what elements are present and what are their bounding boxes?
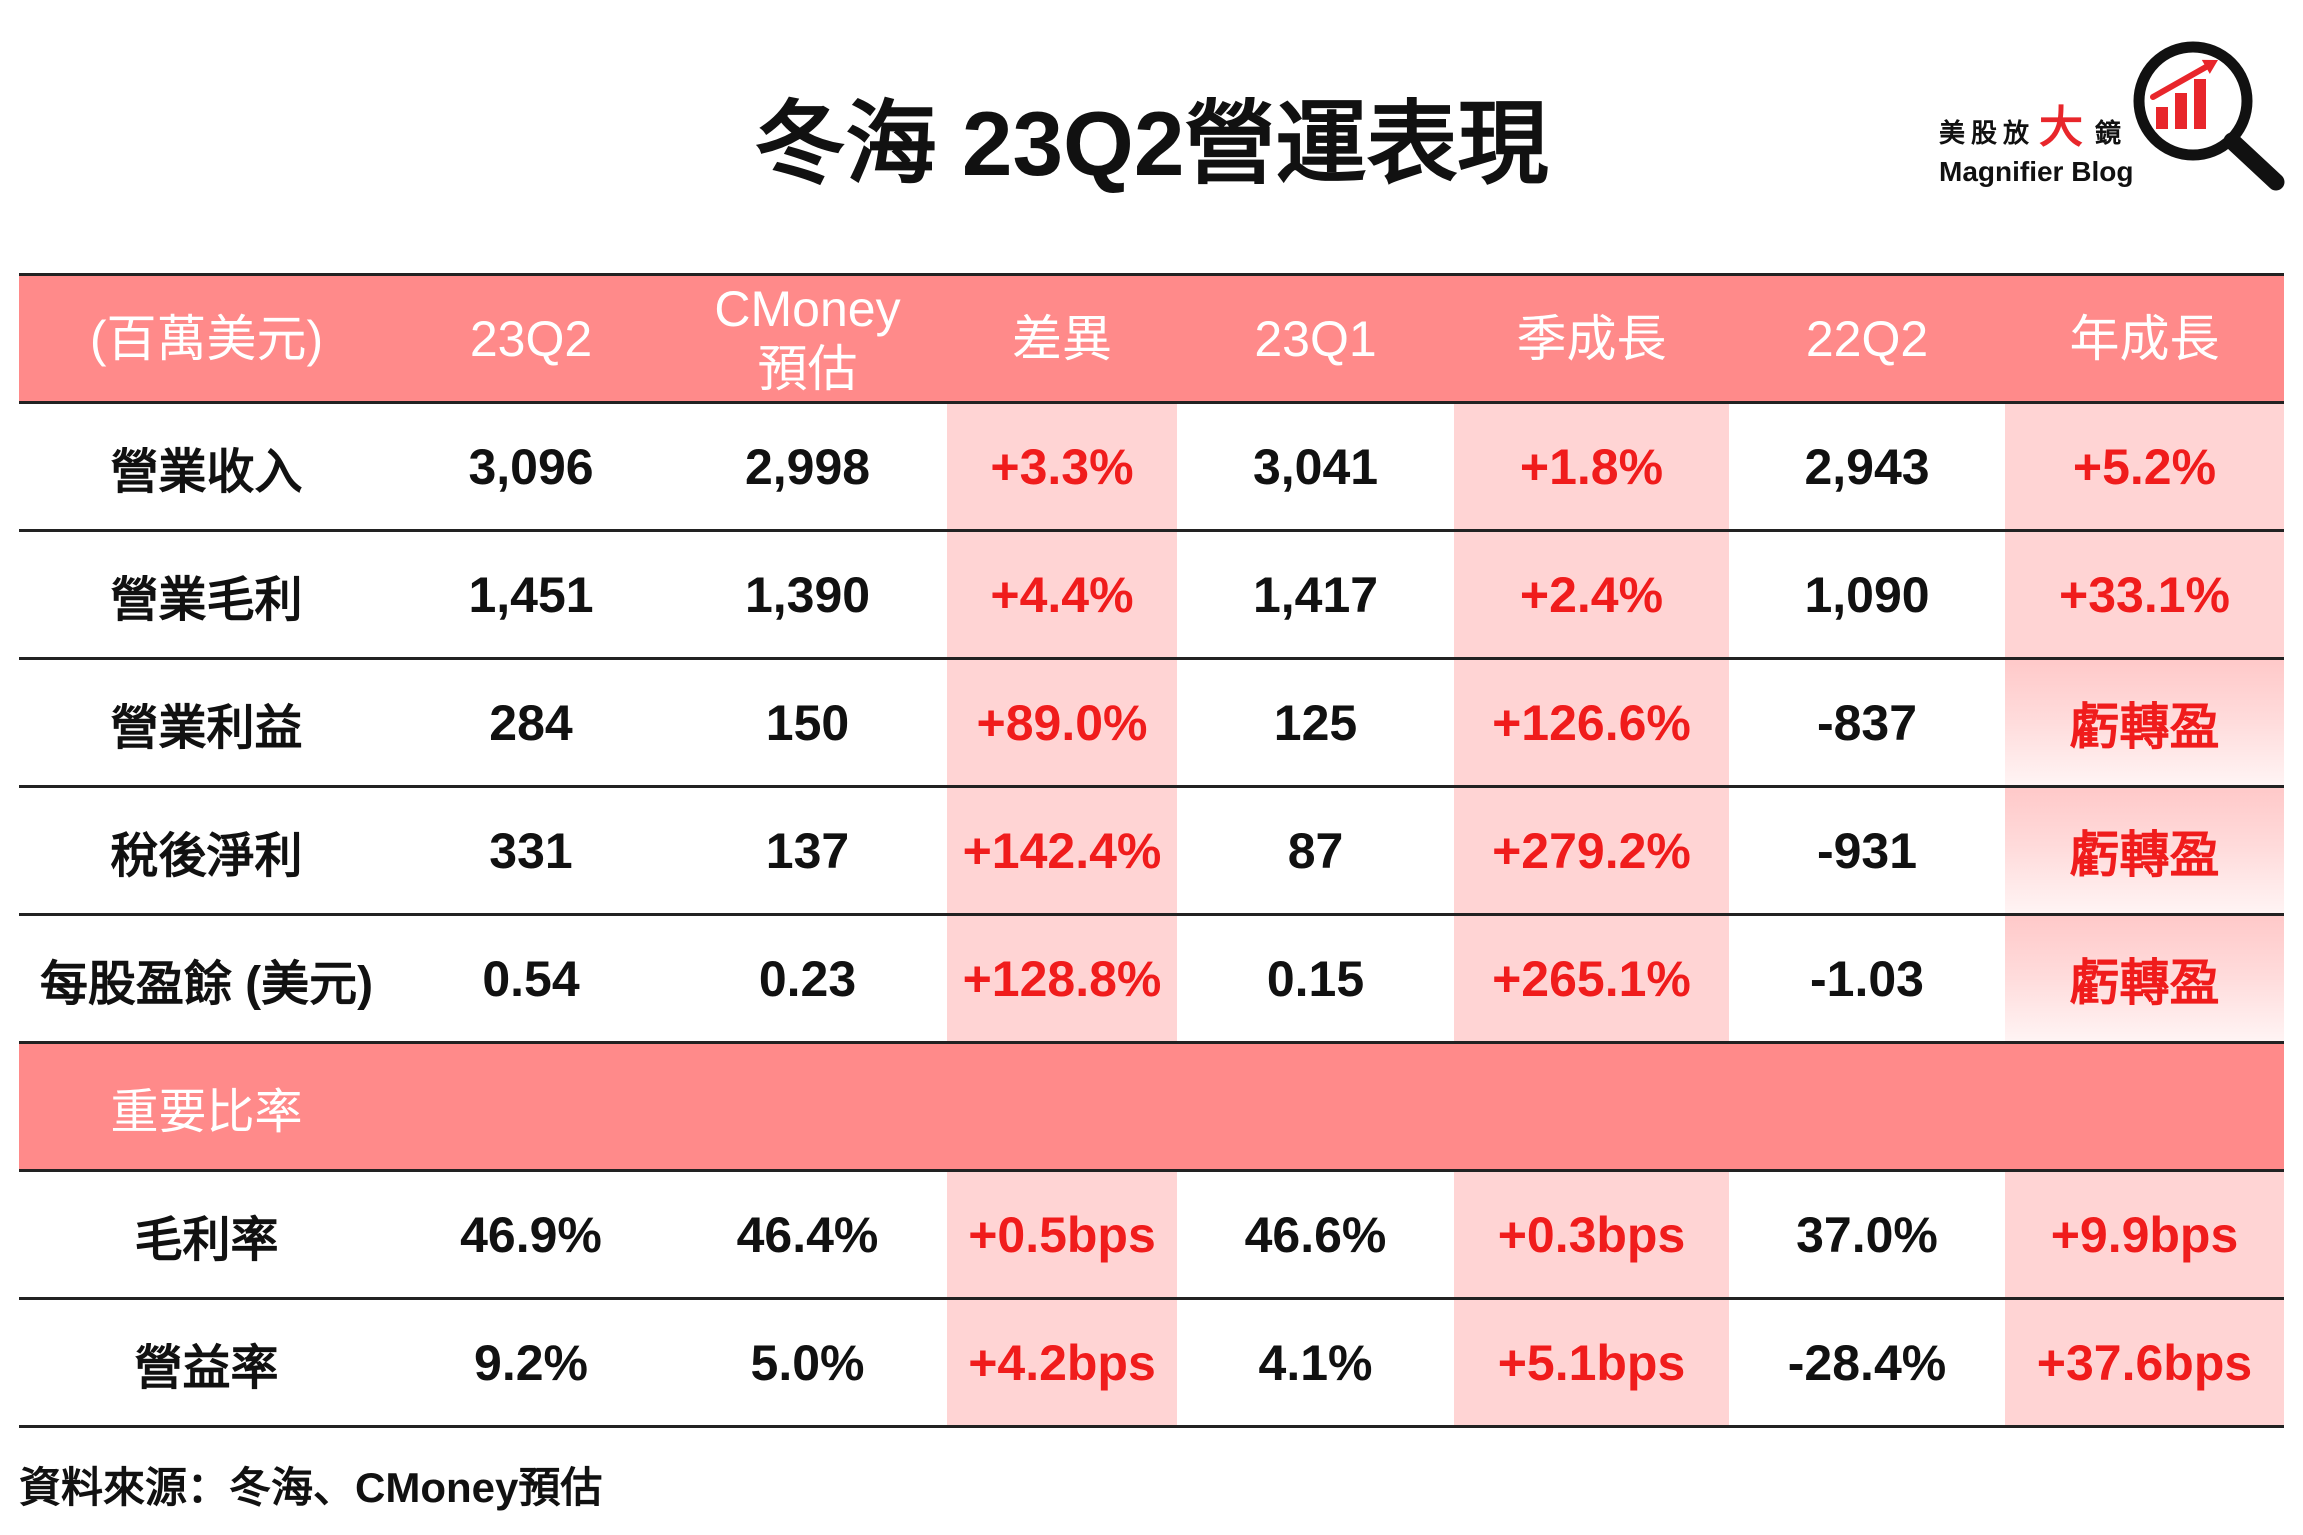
cell-diff-vs-estimate: +89.0% [947, 660, 1177, 785]
table-row: 營業收入 3,096 2,998 +3.3% 3,041 +1.8% 2,943 +5.2% [19, 401, 2284, 529]
cell-yoy-growth: +33.1% [2005, 532, 2284, 657]
cell-23q2: 284 [489, 694, 573, 751]
trend-arrow-head [2201, 59, 2218, 74]
row-label: 營業毛利 [110, 573, 303, 627]
cell-qoq-growth: +1.8% [1454, 404, 1729, 529]
cell-22q2: -28.4% [1787, 1334, 1947, 1391]
table-row: 毛利率 46.9% 46.4% +0.5bps 46.6% +0.3bps 37.0% +9.… [19, 1169, 2284, 1297]
section-label: 重要比率 [110, 1085, 303, 1139]
header-yoy-growth: 年成長 [2069, 310, 2220, 367]
cell-qoq-growth: +126.6% [1454, 660, 1729, 785]
cell-diff-vs-estimate: +142.4% [947, 788, 1177, 913]
table-row: 稅後淨利 331 137 +142.4% 87 +279.2% -931 虧轉盈 [19, 785, 2284, 913]
chart-bar-short [2156, 107, 2168, 129]
header-qoq-growth: 季成長 [1516, 310, 1667, 367]
cell-23q2: 3,096 [468, 438, 594, 495]
header-23q2: 23Q2 [469, 310, 593, 367]
cell-22q2: 2,943 [1804, 438, 1930, 495]
cell-qoq-growth: +2.4% [1454, 532, 1729, 657]
table-row: 營業毛利 1,451 1,390 +4.4% 1,417 +2.4% 1,090 +33.1% [19, 529, 2284, 657]
cell-cmoney-estimate: 137 [765, 822, 850, 879]
cell-23q2: 0.54 [482, 950, 580, 1007]
brand-logo-text: 美股放 大 鏡 [1939, 104, 2127, 160]
cell-yoy-growth: +37.6bps [2005, 1300, 2284, 1425]
row-label: 營業利益 [110, 701, 303, 755]
cell-diff-vs-estimate: +0.5bps [947, 1172, 1177, 1297]
cell-23q1: 4.1% [1258, 1334, 1373, 1391]
header-23q1: 23Q1 [1254, 310, 1377, 367]
table-row: 營益率 9.2% 5.0% +4.2bps 4.1% +5.1bps -28.4% +37.6… [19, 1297, 2284, 1428]
cell-cmoney-estimate: 1,390 [744, 566, 871, 623]
cell-23q2: 331 [489, 822, 573, 879]
cell-diff-vs-estimate: +128.8% [947, 916, 1177, 1041]
magnifier-chart-icon [2133, 41, 2285, 191]
row-label: 稅後淨利 [110, 829, 303, 883]
cell-diff-vs-estimate: +4.4% [947, 532, 1177, 657]
brand-name-highlight: 大 [2039, 103, 2084, 152]
cell-23q1: 46.6% [1244, 1206, 1387, 1263]
cell-cmoney-estimate: 2,998 [744, 438, 871, 495]
cell-qoq-growth: +265.1% [1454, 916, 1729, 1041]
table-header-row: (百萬美元) 23Q2 CMoney 預估 差異 23Q1 季成長 22Q2 年成長 [19, 273, 2284, 401]
cell-23q2: 46.9% [460, 1206, 602, 1263]
cell-22q2: 1,090 [1804, 566, 1930, 623]
chart-bar-tall [2194, 79, 2206, 129]
section-header-row: 重要比率 [19, 1041, 2284, 1169]
cell-cmoney-estimate: 5.0% [750, 1334, 865, 1391]
cell-diff-vs-estimate: +4.2bps [947, 1300, 1177, 1425]
cell-cmoney-estimate: 150 [765, 694, 850, 751]
cell-yoy-growth: 虧轉盈 [2005, 916, 2284, 1041]
table-row: 營業利益 284 150 +89.0% 125 +126.6% -837 虧轉盈 [19, 657, 2284, 785]
cell-23q2: 9.2% [474, 1334, 588, 1391]
trend-arrow-line [2150, 64, 2209, 100]
cell-qoq-growth: +279.2% [1454, 788, 1729, 913]
cell-yoy-growth: 虧轉盈 [2005, 660, 2284, 785]
cell-23q1: 125 [1273, 694, 1358, 751]
brand-tagline: Magnifier Blog [1939, 156, 2134, 187]
cell-yoy-growth: 虧轉盈 [2005, 788, 2284, 913]
cell-22q2: -1.03 [1810, 950, 1924, 1007]
page-title: 冬海 23Q2營運表現 [754, 94, 1549, 195]
row-label: 毛利率 [134, 1213, 279, 1267]
cell-yoy-growth: +9.9bps [2005, 1172, 2284, 1297]
cell-diff-vs-estimate: +3.3% [947, 404, 1177, 529]
source-note: 資料來源：冬海、CMoney預估 [19, 1464, 603, 1511]
brand-name-suffix: 鏡 [2095, 118, 2128, 148]
cell-cmoney-estimate: 0.23 [758, 950, 857, 1007]
cell-qoq-growth: +0.3bps [1454, 1172, 1729, 1297]
cell-23q1: 3,041 [1252, 438, 1379, 495]
cell-cmoney-estimate: 46.4% [736, 1206, 879, 1263]
cell-22q2: -931 [1816, 822, 1918, 879]
row-label: 營益率 [134, 1341, 279, 1395]
chart-bar-medium [2175, 93, 2187, 129]
table-row: 每股盈餘 (美元) 0.54 0.23 +128.8% 0.15 +265.1% -1.03… [19, 913, 2284, 1041]
cell-23q1: 0.15 [1266, 950, 1365, 1007]
brand-name-prefix: 美股放 [1939, 118, 2036, 148]
cell-22q2: -837 [1816, 694, 1918, 751]
header-diff-vs-estimate: 差異 [1012, 310, 1112, 367]
row-label: 每股盈餘 (美元) [39, 957, 374, 1011]
cell-22q2: 37.0% [1796, 1206, 1938, 1263]
results-table: (百萬美元) 23Q2 CMoney 預估 差異 23Q1 季成長 22Q2 年成長營業收入 3… [19, 273, 2284, 1428]
cell-qoq-growth: +5.1bps [1454, 1300, 1729, 1425]
magnifier-handle [2223, 132, 2285, 191]
cell-23q1: 1,417 [1252, 566, 1379, 623]
header-22q2: 22Q2 [1805, 310, 1929, 367]
row-label: 營業收入 [110, 445, 303, 499]
header-metric: (百萬美元) [89, 310, 324, 367]
cell-23q1: 87 [1287, 822, 1344, 879]
header-cmoney-estimate: CMoney 預估 [714, 280, 901, 397]
cell-yoy-growth: +5.2% [2005, 404, 2284, 529]
cell-23q2: 1,451 [468, 566, 594, 623]
